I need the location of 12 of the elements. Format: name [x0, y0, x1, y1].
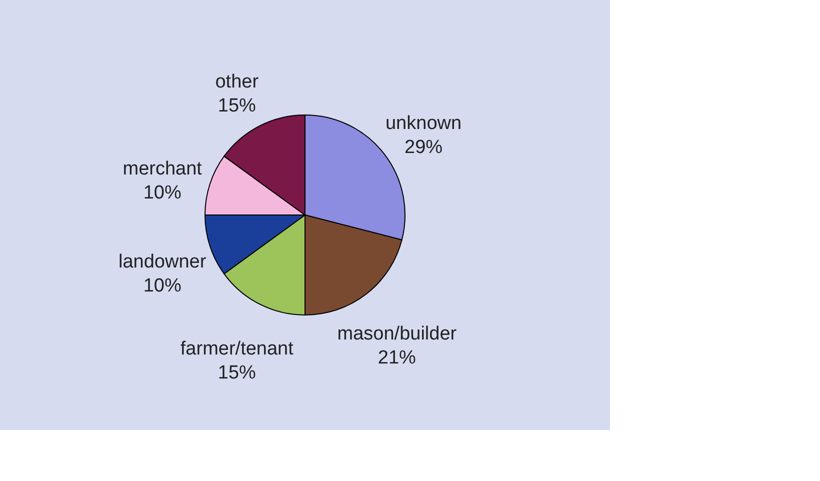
- data-label: 15%: [218, 362, 256, 384]
- slice-label: landowner: [118, 251, 207, 272]
- data-label: 15%: [218, 95, 256, 116]
- slice-label: merchant: [122, 158, 203, 180]
- slice-label: mason/builder: [337, 324, 458, 345]
- data-label: 10%: [143, 182, 182, 204]
- data-label: 21%: [378, 348, 416, 369]
- slice-label: farmer/tenant: [180, 338, 294, 360]
- data-label: 10%: [143, 275, 182, 296]
- data-label: 29%: [404, 137, 443, 158]
- slice-label: unknown: [385, 113, 462, 134]
- slice-label: other: [215, 71, 260, 92]
